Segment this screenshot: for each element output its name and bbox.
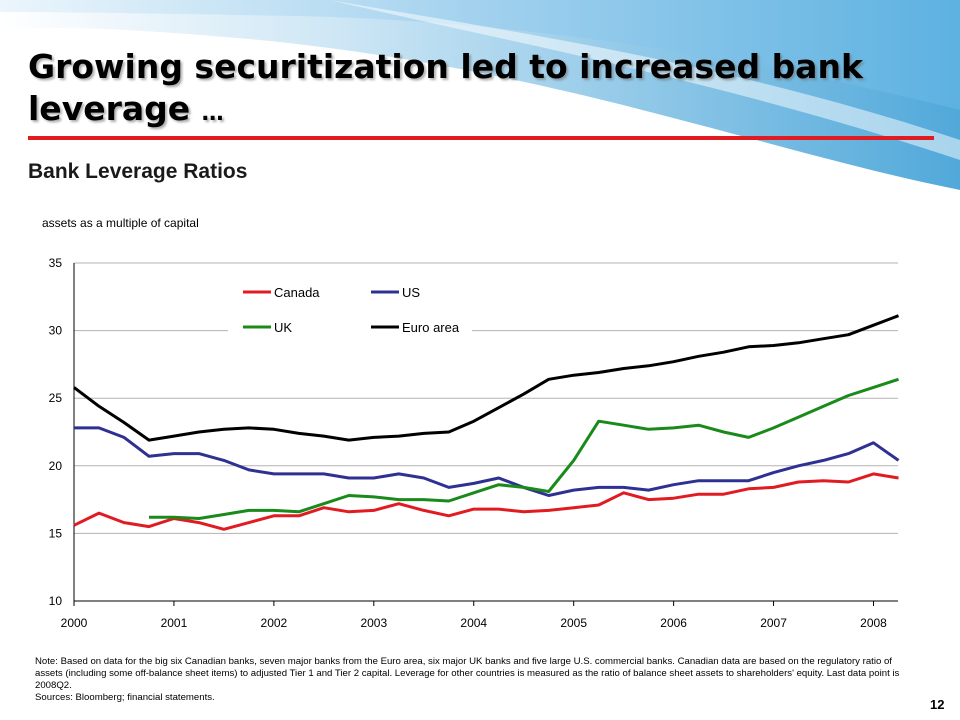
y-tick-label: 15 <box>49 526 63 540</box>
x-tick-label: 2004 <box>460 616 487 630</box>
page-title: Growing securitization led to increased … <box>28 46 908 135</box>
series-line-canada <box>73 472 899 531</box>
sources-text: Sources: Bloomberg; financial statements… <box>35 692 215 703</box>
chart-subtitle: Bank Leverage Ratios <box>28 160 248 183</box>
note-text: Note: Based on data for the big six Cana… <box>35 656 900 691</box>
x-tick-label: 2003 <box>360 616 387 630</box>
y-tick-label: 30 <box>49 324 63 338</box>
page-number: 12 <box>930 697 945 712</box>
x-tick-label: 2005 <box>560 616 587 630</box>
x-tick-label: 2002 <box>261 616 288 630</box>
legend-label-us: US <box>402 285 420 300</box>
footnotes: Note: Based on data for the big six Cana… <box>35 656 905 704</box>
series-line-uk <box>149 377 899 520</box>
series-line-euro-area <box>73 314 900 442</box>
legend-box <box>228 276 472 342</box>
series-line-us <box>74 426 900 497</box>
y-tick-label: 25 <box>49 391 63 405</box>
x-tick-label: 2006 <box>660 616 687 630</box>
y-axis-label: assets as a multiple of capital <box>42 216 199 230</box>
x-tick-label: 2000 <box>61 616 88 630</box>
title-ellipsis: … <box>201 101 224 126</box>
y-tick-label: 10 <box>49 594 63 608</box>
x-tick-label: 2008 <box>860 616 887 630</box>
legend-label-uk: UK <box>274 320 292 335</box>
title-underline <box>28 136 934 140</box>
legend-label-canada: Canada <box>274 285 320 300</box>
x-tick-label: 2007 <box>760 616 787 630</box>
title-text: Growing securitization led to increased … <box>28 47 863 128</box>
y-tick-label: 20 <box>49 459 63 473</box>
legend-label-euro-area: Euro area <box>402 320 460 335</box>
y-tick-label: 35 <box>49 256 63 270</box>
x-tick-label: 2001 <box>161 616 188 630</box>
